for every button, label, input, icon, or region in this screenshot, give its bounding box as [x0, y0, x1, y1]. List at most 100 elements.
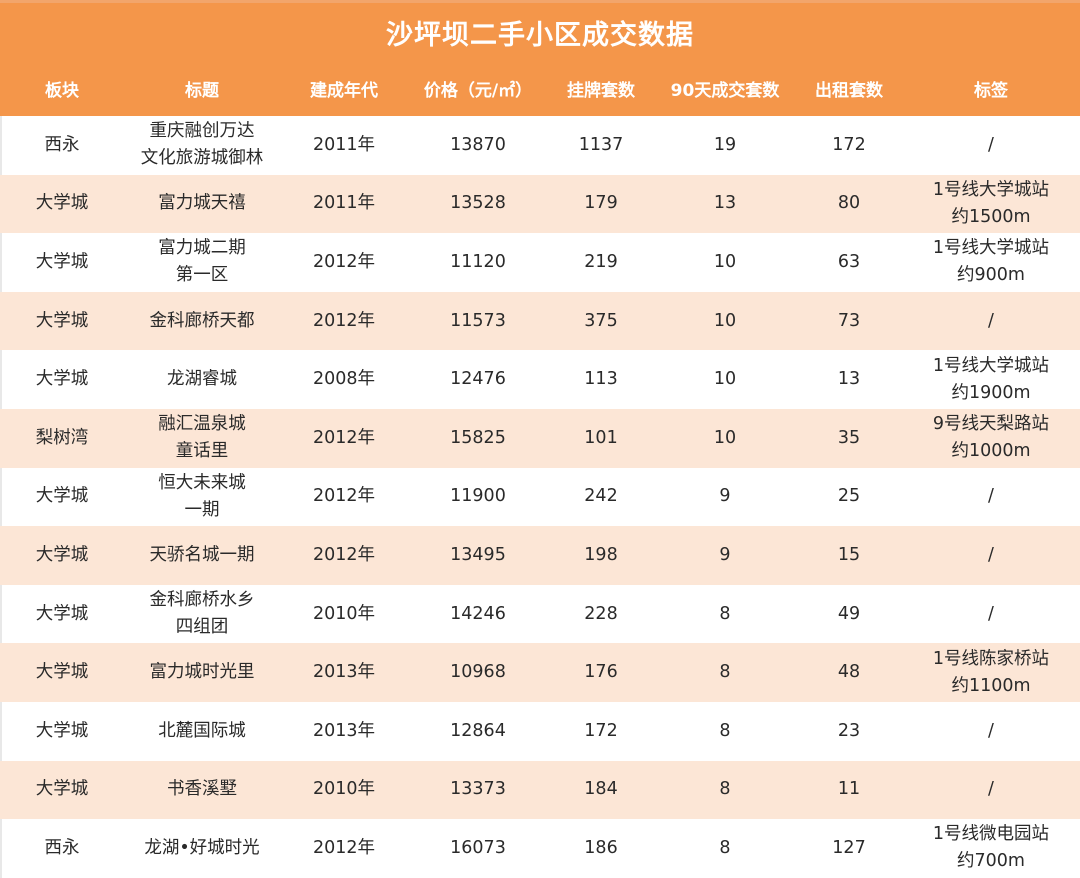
cell-name: 恒大未来城 一期: [124, 470, 280, 524]
table-row: 大学城 龙湖睿城 2008年 12476 113 10 13 1号线大学城站 约1900m: [0, 350, 1080, 409]
cell-tag: /: [902, 776, 1080, 803]
cell-year: 2011年: [312, 193, 376, 214]
cell-district: 大学城: [35, 720, 89, 741]
cell-name: 重庆融创万达 文化旅游城御林: [124, 118, 280, 172]
cell-name: 北麓国际城: [124, 718, 280, 745]
table-left-border: [0, 116, 2, 878]
cell-sold-90d: 8: [719, 720, 731, 741]
cell-tag-line: /: [988, 544, 994, 565]
table-row: 大学城 富力城二期 第一区 2012年 11120 219 10 63 1号线大学城站 约900m: [0, 233, 1080, 292]
column-header-district: 板块: [45, 81, 79, 101]
cell-name-line: 恒大未来城: [158, 472, 246, 493]
table-title: 沙坪坝二手小区成交数据: [386, 20, 694, 51]
cell-tag: /: [902, 483, 1080, 510]
table-header-band: 沙坪坝二手小区成交数据 板块 标题 建成年代 价格（元/㎡） 挂牌套数 90天成…: [0, 0, 1080, 116]
cell-listings: 186: [584, 837, 618, 858]
cell-name-line: 龙湖睿城: [167, 369, 237, 390]
cell-name-line: 北麓国际城: [158, 720, 246, 741]
cell-price: 12864: [450, 720, 506, 741]
cell-tag-line: 9号线天梨路站: [932, 414, 1050, 435]
cell-sold-90d: 9: [719, 544, 731, 565]
cell-name: 融汇温泉城 童话里: [124, 411, 280, 465]
cell-sold-90d: 8: [719, 603, 731, 624]
cell-tag: 1号线大学城站 约1900m: [902, 353, 1080, 407]
cell-sold-90d: 8: [719, 779, 731, 800]
cell-tag-line: /: [988, 486, 994, 507]
cell-name-line: 第一区: [175, 265, 229, 286]
cell-listings: 113: [584, 369, 618, 390]
cell-rentals: 11: [837, 779, 861, 800]
cell-listings: 228: [584, 603, 618, 624]
cell-tag-line: /: [988, 603, 994, 624]
cell-rentals: 23: [837, 720, 861, 741]
cell-district: 大学城: [35, 486, 89, 507]
cell-tag-line: 1号线大学城站: [932, 355, 1050, 376]
cell-listings: 198: [584, 544, 618, 565]
cell-name-line: 四组团: [175, 617, 229, 638]
cell-name: 龙湖•好城时光: [124, 835, 280, 862]
cell-tag-line: /: [988, 779, 994, 800]
cell-year: 2010年: [312, 779, 376, 800]
cell-name: 富力城时光里: [124, 659, 280, 686]
cell-tag: /: [902, 718, 1080, 745]
cell-tag-line: 1号线大学城站: [932, 179, 1050, 200]
cell-tag-line: 约1000m: [951, 441, 1031, 462]
cell-name: 龙湖睿城: [124, 366, 280, 393]
column-header-tag: 标签: [974, 81, 1008, 101]
cell-district: 大学城: [35, 603, 89, 624]
cell-year: 2012年: [312, 251, 376, 272]
cell-tag-line: 1号线大学城站: [932, 238, 1050, 259]
cell-year: 2013年: [312, 662, 376, 683]
cell-price: 13495: [450, 544, 506, 565]
cell-rentals: 13: [837, 369, 861, 390]
cell-year: 2010年: [312, 603, 376, 624]
cell-tag-line: 约1500m: [951, 206, 1031, 227]
column-header-price: 价格（元/㎡）: [423, 81, 533, 101]
cell-name: 金科廊桥水乡 四组团: [124, 587, 280, 641]
cell-price: 13528: [450, 193, 506, 214]
table-row: 大学城 金科廊桥水乡 四组团 2010年 14246 228 8 49 /: [0, 585, 1080, 644]
cell-listings: 375: [584, 310, 618, 331]
cell-tag-line: 约700m: [957, 851, 1025, 872]
cell-rentals: 127: [832, 837, 866, 858]
cell-listings: 219: [584, 251, 618, 272]
cell-district: 梨树湾: [35, 427, 89, 448]
cell-sold-90d: 10: [713, 310, 737, 331]
cell-year: 2008年: [312, 369, 376, 390]
column-header-rentals: 出租套数: [815, 81, 883, 101]
cell-price: 11573: [450, 310, 506, 331]
cell-district: 大学城: [35, 544, 89, 565]
cell-year: 2011年: [312, 134, 376, 155]
cell-price: 10968: [450, 662, 506, 683]
cell-price: 12476: [450, 369, 506, 390]
cell-name-line: 文化旅游城御林: [140, 148, 264, 169]
cell-price: 15825: [450, 427, 506, 448]
table-row: 西永 重庆融创万达 文化旅游城御林 2011年 13870 1137 19 172 /: [0, 116, 1080, 175]
cell-rentals: 35: [837, 427, 861, 448]
cell-tag: /: [902, 132, 1080, 159]
table-row: 大学城 富力城时光里 2013年 10968 176 8 48 1号线陈家桥站 约1100m: [0, 643, 1080, 702]
cell-district: 大学城: [35, 779, 89, 800]
cell-price: 11120: [450, 251, 506, 272]
cell-name-line: 金科廊桥天都: [149, 310, 255, 331]
cell-district: 大学城: [35, 310, 89, 331]
cell-price: 13373: [450, 779, 506, 800]
cell-district: 大学城: [35, 251, 89, 272]
cell-sold-90d: 10: [713, 369, 737, 390]
column-header-year: 建成年代: [310, 81, 378, 101]
cell-rentals: 15: [837, 544, 861, 565]
cell-tag: /: [902, 542, 1080, 569]
cell-tag-line: 1号线微电园站: [932, 824, 1050, 845]
cell-sold-90d: 8: [719, 837, 731, 858]
cell-rentals: 80: [837, 193, 861, 214]
cell-sold-90d: 8: [719, 662, 731, 683]
cell-year: 2012年: [312, 544, 376, 565]
cell-tag-line: /: [988, 310, 994, 331]
cell-price: 16073: [450, 837, 506, 858]
cell-name: 天骄名城一期: [124, 542, 280, 569]
cell-rentals: 73: [837, 310, 861, 331]
cell-district: 大学城: [35, 369, 89, 390]
cell-tag: /: [902, 308, 1080, 335]
cell-name: 书香溪墅: [124, 776, 280, 803]
